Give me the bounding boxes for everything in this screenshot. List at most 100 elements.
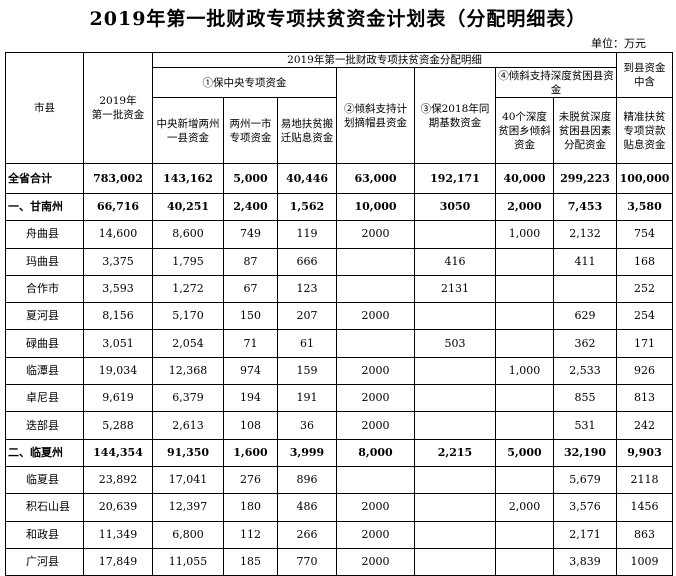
- cell-relocation-interest: 119: [277, 220, 337, 249]
- cell-two-prefecture-special: 112: [223, 520, 278, 549]
- table-row: 迭部县 5,288 2,613 108 36 2000 531 242: [5, 411, 674, 440]
- cell-county-name: 夏河县: [5, 302, 84, 331]
- cell-relocation-interest: 207: [277, 302, 337, 331]
- table-row: 夏河县 8,156 5,170 150 207 2000 629 254: [5, 302, 674, 331]
- table-row: 广河县 17,849 11,055 185 770 2000 3,839 1009: [5, 547, 674, 576]
- cell-40-townships: 5,000: [495, 438, 554, 467]
- cell-first-batch: 3,375: [83, 247, 153, 276]
- cell-relocation-interest: 3,999: [277, 438, 337, 467]
- cell-county-name: 积石山县: [5, 493, 84, 522]
- cell-first-batch: 17,849: [83, 547, 153, 576]
- cell-factor-allocation: 32,190: [552, 438, 618, 467]
- cell-two-prefecture-new: 12,368: [152, 356, 224, 386]
- cell-first-batch: 19,034: [83, 356, 153, 386]
- cell-tilt-support: 2000: [336, 302, 415, 331]
- cell-loan-interest: 813: [616, 384, 674, 413]
- cell-two-prefecture-special: 5,000: [223, 163, 278, 194]
- cell-two-prefecture-special: 974: [223, 356, 278, 386]
- header-base-2018: ③保2018年同期基数资金: [414, 67, 496, 164]
- allocation-table: 市县 2019年 第一批资金 2019年第一批财政专项扶贫资金分配明细 到县资金…: [5, 52, 674, 576]
- cell-county-name: 全省合计: [5, 163, 84, 194]
- table-row: 临潭县 19,034 12,368 974 159 2000 1,000 2,533 926: [5, 356, 674, 386]
- cell-two-prefecture-new: 1,795: [152, 247, 224, 276]
- header-county-funds: 到县资金中含: [616, 52, 674, 98]
- cell-first-batch: 11,349: [83, 520, 153, 549]
- cell-two-prefecture-special: 87: [223, 247, 278, 276]
- cell-relocation-interest: 61: [277, 329, 337, 358]
- cell-two-prefecture-new: 40,251: [152, 192, 224, 222]
- cell-two-prefecture-special: 180: [223, 493, 278, 522]
- table-row: 碌曲县 3,051 2,054 71 61 503 362 171: [5, 329, 674, 358]
- table-row: 二、临夏州 144,354 91,350 1,600 3,999 8,000 2,215 5,…: [5, 438, 674, 467]
- cell-two-prefecture-new: 2,613: [152, 411, 224, 440]
- cell-40-townships: 1,000: [495, 220, 554, 249]
- cell-loan-interest: 2118: [616, 465, 674, 495]
- table-row: 全省合计 783,002 143,162 5,000 40,446 63,000 192,1…: [5, 163, 674, 194]
- cell-base-2018: [414, 302, 496, 331]
- cell-factor-allocation: 531: [552, 411, 618, 440]
- cell-relocation-interest: 486: [277, 493, 337, 522]
- cell-40-townships: [495, 384, 554, 413]
- page-title: 2019年第一批财政专项扶贫资金计划表（分配明细表）: [89, 8, 587, 30]
- cell-tilt-support: [336, 247, 415, 276]
- cell-first-batch: 5,288: [83, 411, 153, 440]
- cell-loan-interest: 926: [616, 356, 674, 386]
- cell-loan-interest: 863: [616, 520, 674, 549]
- cell-county-name: 卓尼县: [5, 384, 84, 413]
- header-central-special: ①保中央专项资金: [152, 67, 337, 98]
- cell-relocation-interest: 896: [277, 465, 337, 495]
- cell-base-2018: [414, 356, 496, 386]
- cell-two-prefecture-special: 71: [223, 329, 278, 358]
- cell-base-2018: 416: [414, 247, 496, 276]
- cell-relocation-interest: 36: [277, 411, 337, 440]
- table-row: 积石山县 20,639 12,397 180 486 2000 2,000 3,576 1456: [5, 493, 674, 522]
- cell-two-prefecture-special: 150: [223, 302, 278, 331]
- cell-tilt-support: 8,000: [336, 438, 415, 467]
- cell-base-2018: [414, 220, 496, 249]
- cell-factor-allocation: 411: [552, 247, 618, 276]
- cell-county-name: 舟曲县: [5, 220, 84, 249]
- table-row: 卓尼县 9,619 6,379 194 191 2000 855 813: [5, 384, 674, 413]
- cell-relocation-interest: 191: [277, 384, 337, 413]
- cell-two-prefecture-special: 749: [223, 220, 278, 249]
- cell-first-batch: 144,354: [83, 438, 153, 467]
- cell-two-prefecture-new: 5,170: [152, 302, 224, 331]
- cell-base-2018: [414, 493, 496, 522]
- cell-two-prefecture-new: 1,272: [152, 274, 224, 304]
- cell-factor-allocation: 2,533: [552, 356, 618, 386]
- cell-relocation-interest: 1,562: [277, 192, 337, 222]
- table-row: 临夏县 23,892 17,041 276 896 5,679 2118: [5, 465, 674, 495]
- cell-loan-interest: 1456: [616, 493, 674, 522]
- cell-first-batch: 23,892: [83, 465, 153, 495]
- cell-factor-allocation: 2,132: [552, 220, 618, 249]
- cell-two-prefecture-special: 276: [223, 465, 278, 495]
- cell-40-townships: [495, 329, 554, 358]
- cell-two-prefecture-special: 2,400: [223, 192, 278, 222]
- cell-factor-allocation: 7,453: [552, 192, 618, 222]
- cell-loan-interest: 3,580: [616, 192, 674, 222]
- cell-county-name: 临夏县: [5, 465, 84, 495]
- cell-two-prefecture-new: 91,350: [152, 438, 224, 467]
- cell-county-name: 合作市: [5, 274, 84, 304]
- cell-base-2018: 503: [414, 329, 496, 358]
- cell-loan-interest: 252: [616, 274, 674, 304]
- cell-first-batch: 20,639: [83, 493, 153, 522]
- cell-two-prefecture-special: 1,600: [223, 438, 278, 467]
- cell-40-townships: 2,000: [495, 493, 554, 522]
- header-deep-poverty: ④倾斜支持深度贫困县资金: [494, 67, 618, 98]
- cell-two-prefecture-new: 2,054: [152, 329, 224, 358]
- cell-factor-allocation: 2,171: [552, 520, 618, 549]
- cell-county-name: 二、临夏州: [5, 438, 84, 467]
- cell-two-prefecture-new: 143,162: [152, 163, 224, 194]
- cell-relocation-interest: 666: [277, 247, 337, 276]
- header-40-townships: 40个深度贫困乡倾斜资金: [495, 97, 554, 164]
- cell-base-2018: 2,215: [414, 438, 496, 467]
- cell-relocation-interest: 266: [277, 520, 337, 549]
- cell-factor-allocation: 629: [552, 302, 618, 331]
- cell-base-2018: [414, 465, 496, 495]
- cell-county-name: 碌曲县: [5, 329, 84, 358]
- cell-base-2018: [414, 384, 496, 413]
- cell-40-townships: 2,000: [495, 192, 554, 222]
- cell-two-prefecture-special: 108: [223, 411, 278, 440]
- header-alloc-detail: 2019年第一批财政专项扶贫资金分配明细: [151, 52, 618, 68]
